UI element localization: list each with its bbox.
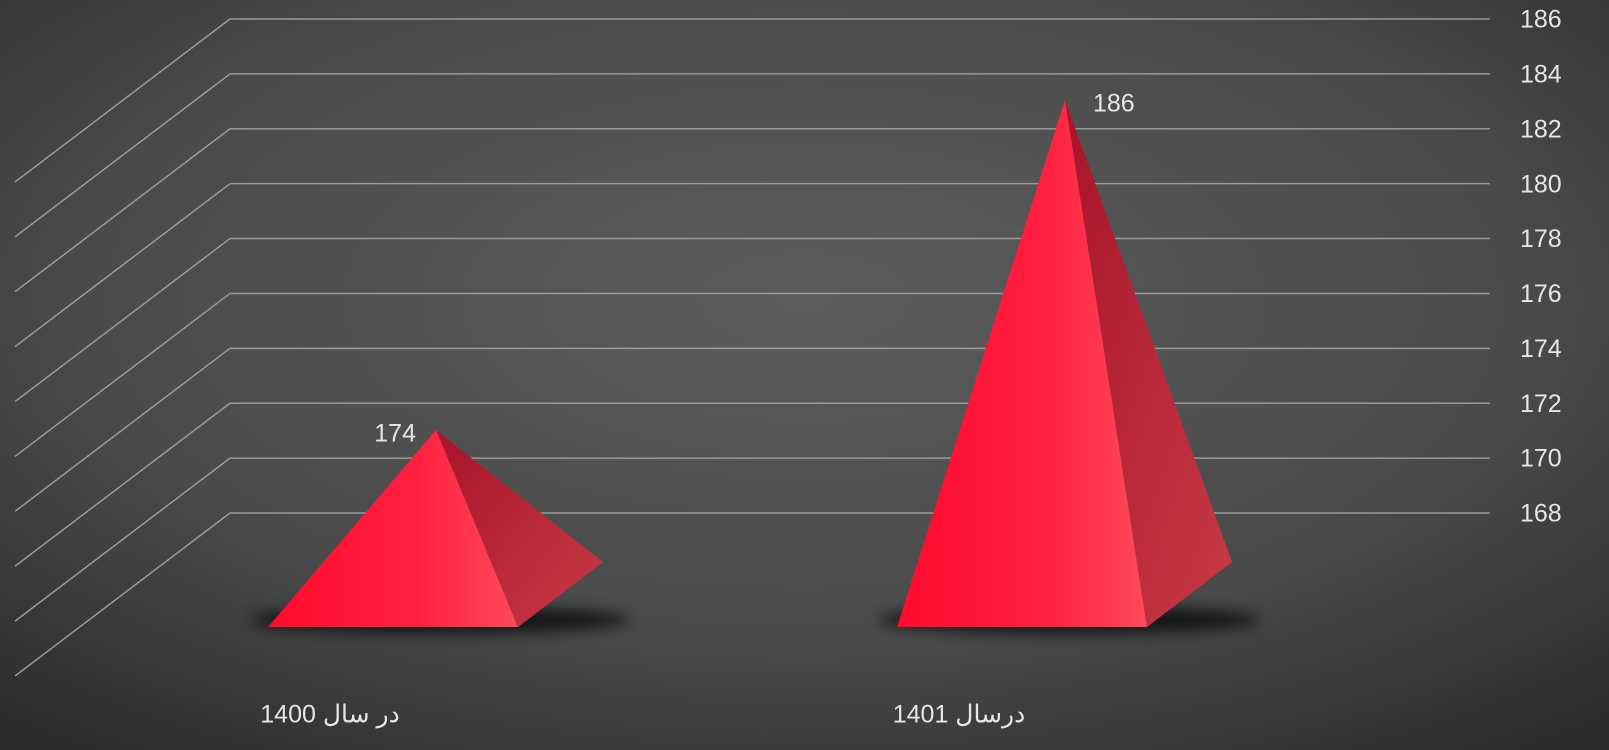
y-tick-label: 168 (1520, 500, 1562, 528)
pyramid-side (436, 430, 603, 627)
y-tick-label: 172 (1520, 390, 1562, 418)
y-tick-label: 174 (1520, 335, 1562, 363)
side-grid-line (14, 237, 231, 403)
side-grid-line (14, 128, 231, 293)
side-grid-line (14, 18, 231, 183)
side-grid-line (14, 402, 231, 567)
data-label: 186 (1093, 90, 1135, 118)
side-grid-line (14, 183, 231, 348)
x-tick-label: در سال 1400 (260, 701, 399, 729)
side-grid-line (14, 457, 231, 622)
side-grid-line (14, 347, 231, 512)
pyramid-front (268, 430, 518, 627)
y-tick-label: 170 (1520, 445, 1562, 473)
y-tick-label: 178 (1520, 225, 1562, 253)
side-grid-line (14, 73, 231, 238)
side-grid-line (14, 292, 231, 458)
data-label: 174 (374, 420, 416, 448)
pyramid-front (897, 100, 1147, 627)
y-tick-label: 176 (1520, 280, 1562, 308)
y-tick-label: 182 (1520, 115, 1562, 143)
y-tick-label: 184 (1520, 60, 1562, 88)
x-tick-label: درسال 1401 (893, 701, 1026, 729)
side-grid-line (14, 512, 231, 677)
y-tick-label: 180 (1520, 170, 1562, 198)
pyramid-side (1065, 100, 1232, 627)
y-tick-label: 186 (1520, 6, 1562, 34)
